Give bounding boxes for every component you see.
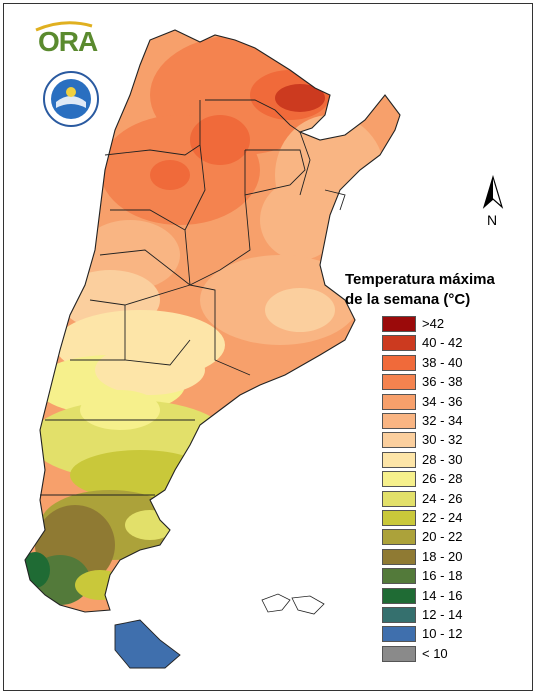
legend-label: 34 - 36 [422,393,463,409]
legend-swatch [382,510,416,526]
legend-swatch [382,607,416,623]
legend-item: 30 - 32 [382,432,532,450]
legend-label: 24 - 26 [422,490,463,506]
legend-label: < 10 [422,645,448,661]
legend-item: 18 - 20 [382,548,532,567]
legend-swatch [382,335,416,352]
legend-swatch [382,393,416,410]
logo-swoosh-icon [35,21,93,32]
legend-label: 16 - 18 [422,568,463,584]
legend-item: 20 - 22 [382,529,532,547]
legend-item: < 10 [382,645,532,664]
ora-logo: ORA [38,26,98,57]
agency-seal-icon [43,71,99,127]
legend-swatch [382,568,416,585]
legend-item: 38 - 40 [382,354,532,373]
legend-label: >42 [422,316,445,331]
legend-swatch [382,432,416,449]
tierra-del-fuego [114,619,181,669]
legend-swatch [382,587,416,604]
legend-item: 26 - 28 [382,471,532,489]
legend-label: 36 - 38 [422,374,463,390]
legend-label: 10 - 12 [422,626,463,642]
legend-item: 32 - 34 [382,413,532,431]
legend-swatch [382,471,416,488]
legend-item: 40 - 42 [382,335,532,353]
legend-label: 30 - 32 [422,432,463,448]
legend-swatch [382,626,416,643]
islas-malvinas [261,593,325,615]
legend-label: 40 - 42 [422,335,463,351]
province-borders [24,29,401,613]
legend-label: 22 - 24 [422,510,463,525]
legend-swatch [382,374,416,391]
legend-label: 14 - 16 [422,587,463,603]
legend-swatch [382,451,416,468]
legend-label: 38 - 40 [422,354,463,370]
legend-swatch [382,645,416,662]
legend-swatch [382,490,416,507]
legend-item: 36 - 38 [382,374,532,392]
legend-title: Temperatura máxima de la semana (°C) [345,270,535,310]
legend-swatch [382,529,416,546]
legend-item: >42 [382,316,532,334]
legend-item: 28 - 30 [382,451,532,470]
legend-title-line2: de la semana (°C) [345,291,471,308]
legend-swatch [382,548,416,565]
north-label: N [487,212,498,228]
north-arrow-icon [482,175,504,209]
legend-item: 16 - 18 [382,568,532,586]
legend-item: 10 - 12 [382,626,532,644]
legend-label: 26 - 28 [422,471,463,487]
legend-label: 20 - 22 [422,529,463,545]
legend-label: 28 - 30 [422,451,463,467]
legend-label: 18 - 20 [422,548,463,564]
legend-title-line1: Temperatura máxima [345,271,495,288]
legend-item: 14 - 16 [382,587,532,606]
legend-item: 24 - 26 [382,490,532,509]
legend-swatch [382,413,416,429]
legend-swatch [382,354,416,371]
legend-label: 12 - 14 [422,607,463,622]
legend-item: 12 - 14 [382,607,532,625]
legend-item: 34 - 36 [382,393,532,412]
legend-swatch [382,316,416,332]
legend-item: 22 - 24 [382,510,532,528]
legend-label: 32 - 34 [422,413,463,428]
